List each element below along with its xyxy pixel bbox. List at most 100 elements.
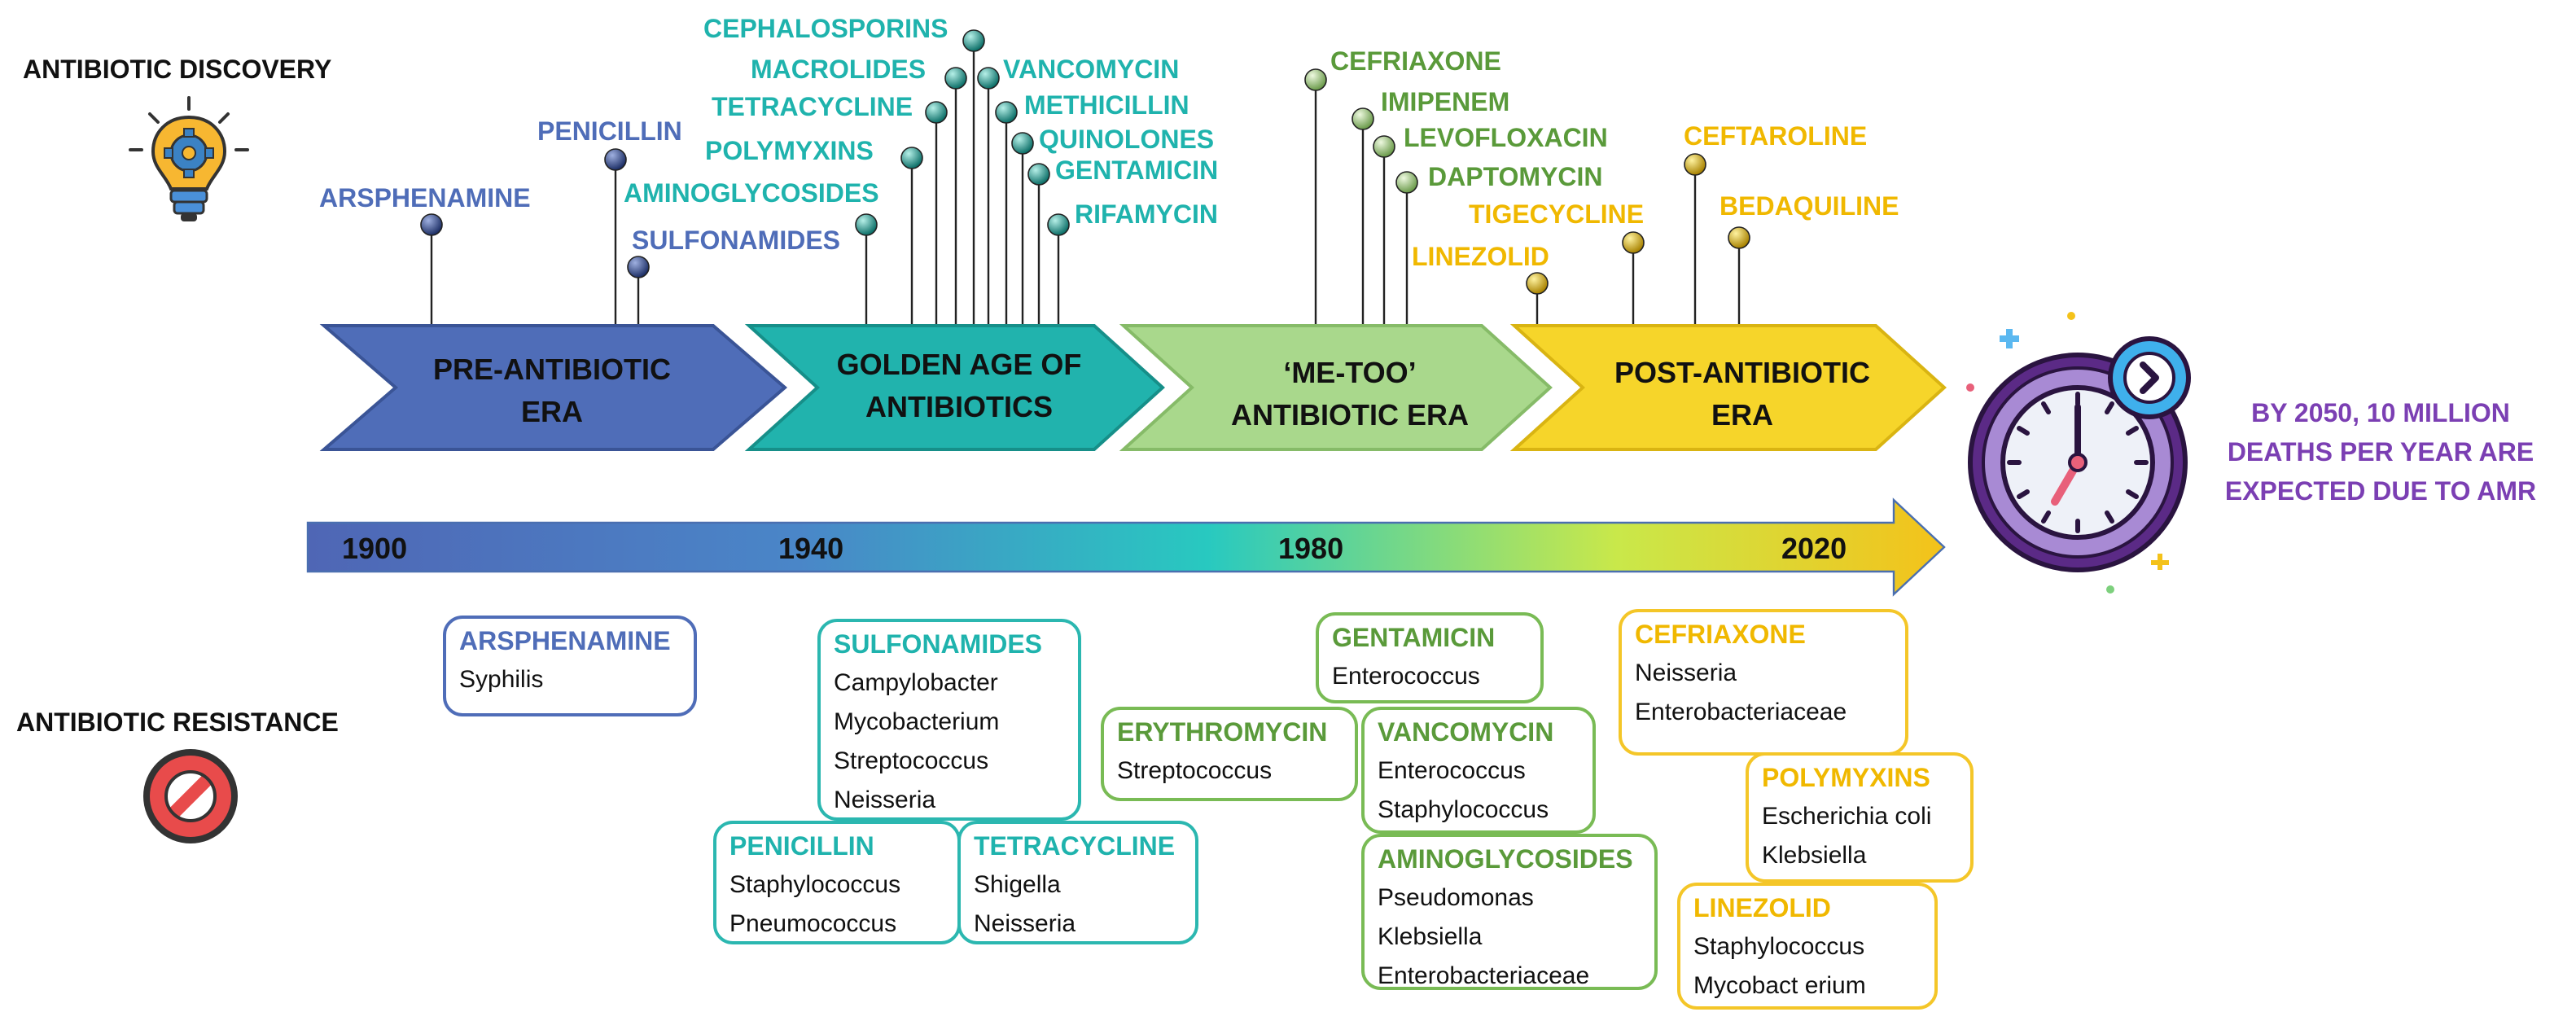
discovery-label: PENICILLIN	[537, 119, 682, 147]
year-2020: 2020	[1781, 532, 1847, 565]
era-chevrons	[319, 324, 1947, 451]
resistance-drug-label: SULFONAMIDES	[834, 632, 1042, 659]
discovery-pin	[900, 147, 923, 169]
discovery-pin	[1526, 272, 1549, 295]
discovery-label: POLYMYXINS	[705, 138, 874, 166]
resistance-organism: Mycobact erium	[1693, 972, 1866, 1000]
discovery-label: AMINOGLYCOSIDES	[624, 181, 879, 208]
discovery-pin	[604, 148, 627, 171]
discovery-label: LINEZOLID	[1412, 244, 1549, 272]
discovery-label: TIGECYCLINE	[1469, 202, 1645, 230]
resistance-organism: Enterococcus	[1332, 663, 1480, 690]
resistance-box: LINEZOLID Staphylococcus Mycobact erium	[1677, 883, 1938, 1010]
era-label-post: POST-ANTIBIOTIC ERA	[1614, 357, 1870, 432]
resistance-box: AMINOGLYCOSIDES Pseudomonas Klebsiella E…	[1361, 834, 1658, 990]
resistance-organism: Pneumococcus	[729, 910, 897, 938]
discovery-pin	[1027, 163, 1050, 186]
resistance-organism: Staphylococcus	[1693, 933, 1865, 961]
resistance-organism: Streptococcus	[834, 747, 989, 775]
resistance-organism: Staphylococcus	[1378, 796, 1549, 824]
clock-icon	[1966, 312, 2188, 594]
year-1940: 1940	[778, 532, 844, 565]
discovery-label: MACROLIDES	[751, 57, 927, 85]
resistance-box: SULFONAMIDES Campylobacter Mycobacterium…	[817, 619, 1081, 821]
discovery-pin	[1047, 213, 1070, 236]
era-label-metoo: ‘ME-TOO’ ANTIBIOTIC ERA	[1231, 357, 1469, 432]
discovery-pin	[977, 67, 1000, 90]
discovery-label: CEPHALOSPORINS	[703, 16, 948, 44]
resistance-organism: Klebsiella	[1762, 842, 1867, 870]
discovery-pin	[627, 256, 650, 278]
discovery-label: VANCOMYCIN	[1003, 57, 1180, 85]
resistance-organism: Staphylococcus	[729, 871, 901, 899]
era-chevron-post	[1509, 324, 1947, 451]
discovery-pin	[420, 213, 443, 236]
resistance-section-title: ANTIBIOTIC RESISTANCE	[16, 710, 339, 738]
discovery-label: QUINOLONES	[1039, 127, 1215, 155]
era-label-golden: GOLDEN AGE OF ANTIBIOTICS	[836, 348, 1082, 423]
era-chevron-pre	[319, 324, 788, 451]
discovery-label: METHICILLIN	[1024, 93, 1189, 120]
discovery-label: DAPTOMYCIN	[1428, 164, 1603, 192]
resistance-box: CEFRIAXONE Neisseria Enterobacteriaceae	[1619, 609, 1908, 756]
discovery-pin	[855, 213, 878, 236]
discovery-pins	[420, 29, 1750, 295]
discovery-section-title: ANTIBIOTIC DISCOVERY	[23, 57, 332, 85]
resistance-organism: Klebsiella	[1378, 923, 1483, 951]
resistance-box: ARSPHENAMINE Syphilis	[443, 616, 697, 716]
resistance-box: VANCOMYCIN Enterococcus Staphylococcus	[1361, 707, 1596, 834]
timeline-arrow	[306, 497, 1946, 597]
resistance-organism: Mycobacterium	[834, 708, 1000, 736]
discovery-pin	[1011, 132, 1034, 155]
resistance-box: POLYMYXINS Escherichia coli Klebsiella	[1746, 752, 1974, 883]
resistance-box: TETRACYCLINE Shigella Neisseria	[957, 821, 1198, 944]
discovery-pin	[1728, 226, 1750, 249]
resistance-drug-label: LINEZOLID	[1693, 896, 1831, 923]
resistance-organism: Campylobacter	[834, 669, 998, 697]
discovery-pin	[1622, 231, 1645, 254]
resistance-drug-label: TETRACYCLINE	[974, 834, 1176, 861]
resistance-drug-label: PENICILLIN	[729, 834, 874, 861]
lightbulb-gear-icon	[129, 96, 249, 221]
resistance-organism: Pseudomonas	[1378, 884, 1534, 912]
year-1980: 1980	[1278, 532, 1344, 565]
amr-projection-text: BY 2050, 10 MILLION DEATHS PER YEAR ARE …	[2224, 401, 2537, 506]
discovery-pin	[925, 101, 948, 124]
resistance-organism: Neisseria	[834, 786, 936, 814]
discovery-label: LEVOFLOXACIN	[1404, 125, 1608, 153]
discovery-label: CEFRIAXONE	[1330, 49, 1501, 77]
discovery-pin	[1373, 135, 1395, 158]
resistance-drug-label: ERYTHROMYCIN	[1117, 720, 1328, 747]
resistance-drug-label: VANCOMYCIN	[1378, 720, 1554, 747]
resistance-box: ERYTHROMYCIN Streptococcus	[1101, 707, 1358, 801]
resistance-drug-label: CEFRIAXONE	[1635, 622, 1806, 650]
discovery-label: TETRACYCLINE	[712, 94, 913, 122]
resistance-drug-label: POLYMYXINS	[1762, 765, 1930, 793]
resistance-organism: Shigella	[974, 871, 1061, 899]
resistance-box: PENICILLIN Staphylococcus Pneumococcus	[713, 821, 961, 944]
chevron-right-icon	[2108, 336, 2191, 419]
discovery-pin	[1304, 68, 1327, 91]
resistance-drug-label: ARSPHENAMINE	[459, 629, 671, 656]
resistance-organism: Neisseria	[974, 910, 1076, 938]
discovery-label: CEFTAROLINE	[1684, 124, 1868, 151]
resistance-drug-label: AMINOGLYCOSIDES	[1378, 847, 1633, 874]
resistance-organism: Neisseria	[1635, 659, 1737, 687]
resistance-drug-label: GENTAMICIN	[1332, 625, 1496, 653]
resistance-organism: Enterobacteriaceae	[1378, 962, 1590, 990]
discovery-label: SULFONAMIDES	[632, 228, 840, 256]
discovery-label: BEDAQUILINE	[1720, 194, 1899, 221]
prohibition-icon	[143, 749, 238, 843]
year-1900: 1900	[342, 532, 408, 565]
era-chevron-metoo	[1119, 324, 1553, 451]
discovery-label: GENTAMICIN	[1055, 158, 1219, 186]
discovery-pin	[944, 67, 967, 90]
discovery-pin	[1684, 153, 1706, 176]
resistance-organism: Enterococcus	[1378, 757, 1526, 785]
resistance-organism: Enterobacteriaceae	[1635, 699, 1847, 726]
era-chevron-golden	[744, 324, 1165, 451]
resistance-organism: Syphilis	[459, 666, 544, 694]
discovery-pin	[1352, 107, 1374, 130]
